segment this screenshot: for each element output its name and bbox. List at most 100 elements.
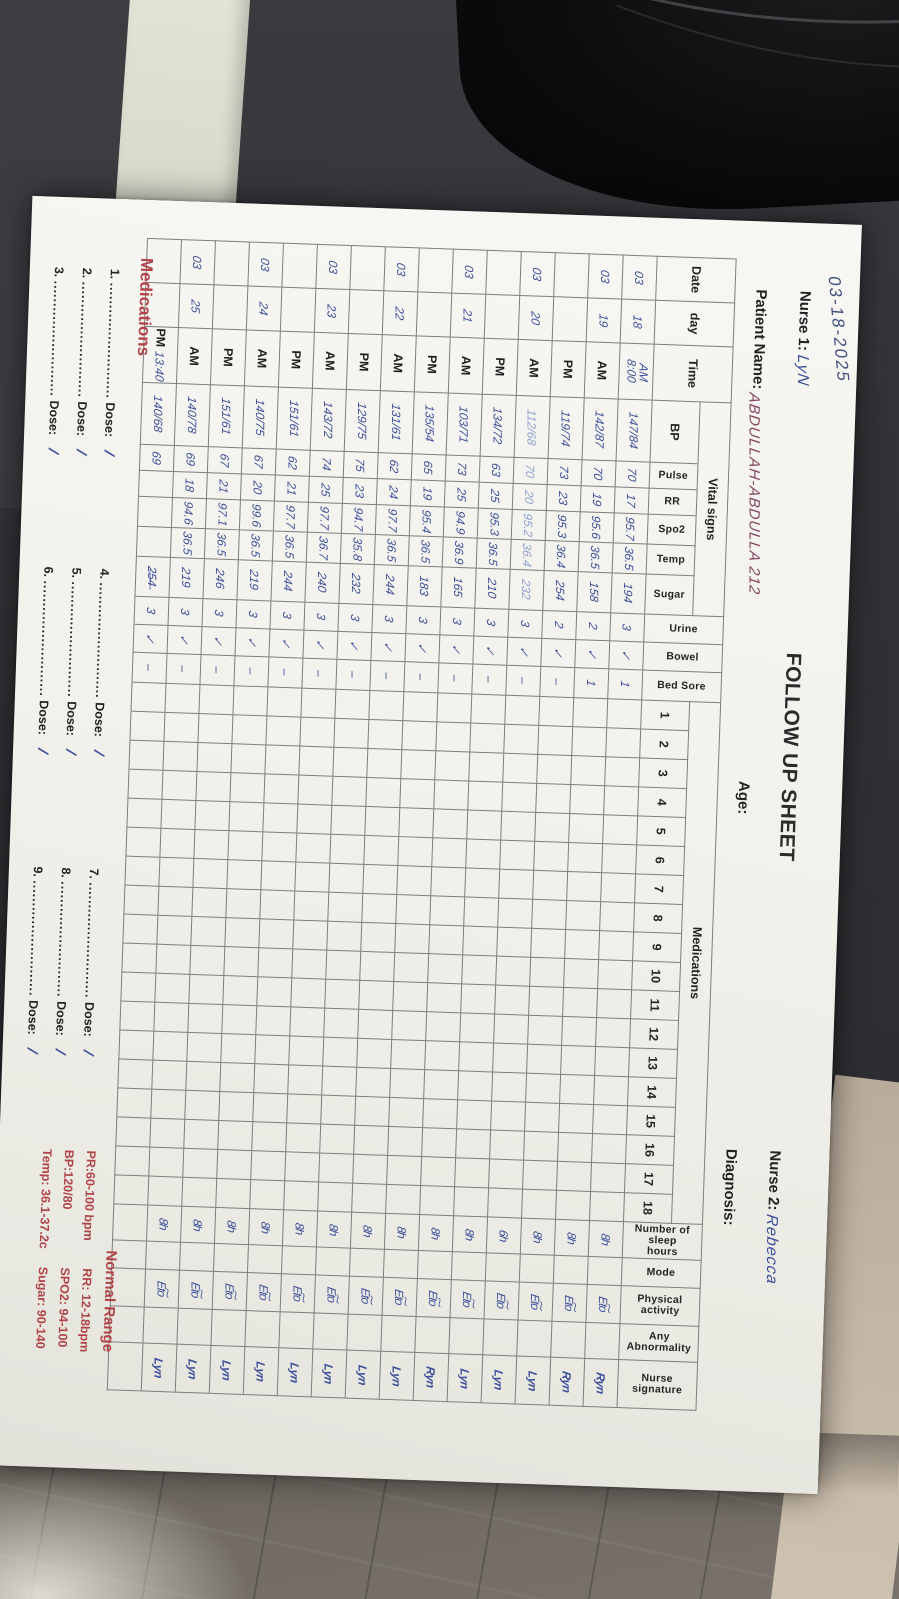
cell-any-abnormality bbox=[176, 1308, 213, 1346]
cell-temp: 36.5 bbox=[408, 535, 444, 567]
cell-medication bbox=[259, 889, 295, 920]
cell-spo2: 95.4 bbox=[409, 505, 445, 537]
cell-medication bbox=[216, 1149, 252, 1180]
cell-medication bbox=[187, 1003, 223, 1034]
cell-medication bbox=[334, 689, 370, 720]
cell-bowel: ✓ bbox=[234, 627, 270, 657]
cell-any-abnormality bbox=[312, 1312, 349, 1351]
cell-date: 03 bbox=[621, 255, 658, 301]
cell-bp: 112/68 bbox=[514, 395, 551, 459]
cell-medication bbox=[253, 1063, 289, 1094]
cell-temp: 36.4 bbox=[544, 540, 580, 572]
cell-bp: 140/75 bbox=[242, 385, 279, 450]
cell-medication bbox=[562, 987, 598, 1018]
cell-medication bbox=[570, 755, 606, 786]
cell-physical-activity: Et͠o bbox=[178, 1270, 214, 1310]
cell-medication bbox=[490, 1100, 526, 1132]
col-header-physical-activity: Physical activity bbox=[619, 1285, 701, 1327]
cell-medication bbox=[598, 930, 634, 961]
cell-rr: 24 bbox=[376, 478, 412, 506]
cell-sugar: 232 bbox=[508, 569, 545, 611]
cell-nurse-signature: Lyn bbox=[447, 1353, 483, 1403]
cell-medication bbox=[392, 981, 428, 1012]
cell-medication bbox=[433, 779, 469, 810]
cell-medication bbox=[528, 986, 564, 1017]
cell-medication bbox=[252, 1092, 288, 1123]
cell-medication bbox=[158, 857, 194, 888]
cell-nurse-signature: Lyn bbox=[515, 1356, 551, 1406]
cell-sugar: 232 bbox=[338, 563, 375, 605]
cell-mode bbox=[349, 1248, 385, 1278]
cell-physical-activity: Et͠o bbox=[416, 1278, 452, 1318]
cell-time: AM bbox=[516, 339, 553, 397]
cell-pulse: 74 bbox=[309, 450, 345, 478]
med-number-header: 4 bbox=[637, 786, 687, 818]
cell-bedsore: – bbox=[505, 665, 541, 697]
cell-medication bbox=[289, 1006, 325, 1038]
cell-rr: 25 bbox=[478, 482, 514, 510]
cell-time: PM bbox=[210, 328, 247, 386]
med-number-header: 1 bbox=[640, 699, 690, 731]
cell-medication bbox=[223, 946, 259, 977]
cell-physical-activity: Et͠o bbox=[483, 1280, 520, 1321]
cell-spo2: 95.2 bbox=[511, 509, 547, 541]
cell-bedsore: – bbox=[132, 652, 168, 684]
cell-sugar: 183 bbox=[406, 565, 443, 607]
cell-medication bbox=[569, 784, 605, 815]
cell-medication bbox=[163, 712, 199, 743]
cell-medication bbox=[299, 717, 335, 748]
cell-any-abnormality bbox=[516, 1320, 552, 1358]
cell-sleep-hours: 8h bbox=[180, 1206, 216, 1244]
cell-medication bbox=[283, 1180, 319, 1211]
cell-sugar: 165 bbox=[440, 566, 477, 609]
cell-time: PM bbox=[550, 340, 587, 398]
cell-urine: 3 bbox=[439, 606, 475, 637]
cell-medication bbox=[294, 862, 330, 893]
cell-time: PM bbox=[482, 338, 519, 396]
cell-medication bbox=[457, 1070, 493, 1101]
cell-medication bbox=[182, 1148, 218, 1179]
cell-medication bbox=[317, 1181, 353, 1213]
cell-sleep-hours: 8h bbox=[384, 1213, 420, 1251]
cell-day: 21 bbox=[450, 293, 486, 339]
cell-bowel: ✓ bbox=[472, 636, 508, 666]
cell-pulse: 70 bbox=[581, 459, 617, 487]
med-number-header: 9 bbox=[632, 931, 682, 963]
cell-medication bbox=[127, 769, 163, 800]
cell-medication bbox=[493, 1014, 529, 1045]
cell-medication bbox=[333, 718, 369, 749]
cell-medication bbox=[402, 691, 438, 722]
cell-date: 03 bbox=[315, 244, 352, 290]
cell-medication bbox=[521, 1189, 557, 1220]
cell-medication bbox=[123, 885, 159, 916]
cell-any-abnormality bbox=[210, 1309, 247, 1347]
cell-medication bbox=[155, 944, 191, 975]
cell-medication bbox=[464, 867, 500, 899]
cell-rr bbox=[138, 470, 174, 498]
cell-mode bbox=[587, 1256, 623, 1286]
cell-medication bbox=[565, 900, 601, 931]
cell-medication bbox=[353, 1125, 389, 1156]
cell-medication bbox=[595, 1017, 631, 1048]
cell-sugar: 246 bbox=[202, 558, 239, 600]
cell-medication bbox=[228, 801, 264, 832]
cell-pulse: 70 bbox=[615, 460, 650, 489]
cell-day bbox=[280, 287, 316, 333]
cell-mode bbox=[553, 1255, 589, 1285]
cell-medication bbox=[555, 1190, 591, 1221]
cell-spo2: 95.3 bbox=[545, 510, 581, 542]
cell-mode bbox=[145, 1241, 181, 1271]
cell-medication bbox=[332, 747, 368, 778]
cell-medication bbox=[530, 928, 566, 959]
cell-medication bbox=[387, 1126, 423, 1157]
cell-medication bbox=[388, 1097, 424, 1128]
cell-medication bbox=[329, 834, 365, 865]
nurse2-label: Nurse 2: bbox=[764, 1150, 784, 1211]
cell-medication bbox=[120, 971, 156, 1003]
cell-medication bbox=[320, 1095, 356, 1126]
cell-bp: 129/75 bbox=[344, 389, 381, 453]
cell-medication bbox=[567, 842, 603, 873]
cell-medication bbox=[325, 950, 361, 981]
cell-day: 23 bbox=[314, 288, 350, 334]
cell-day: 22 bbox=[382, 290, 418, 336]
